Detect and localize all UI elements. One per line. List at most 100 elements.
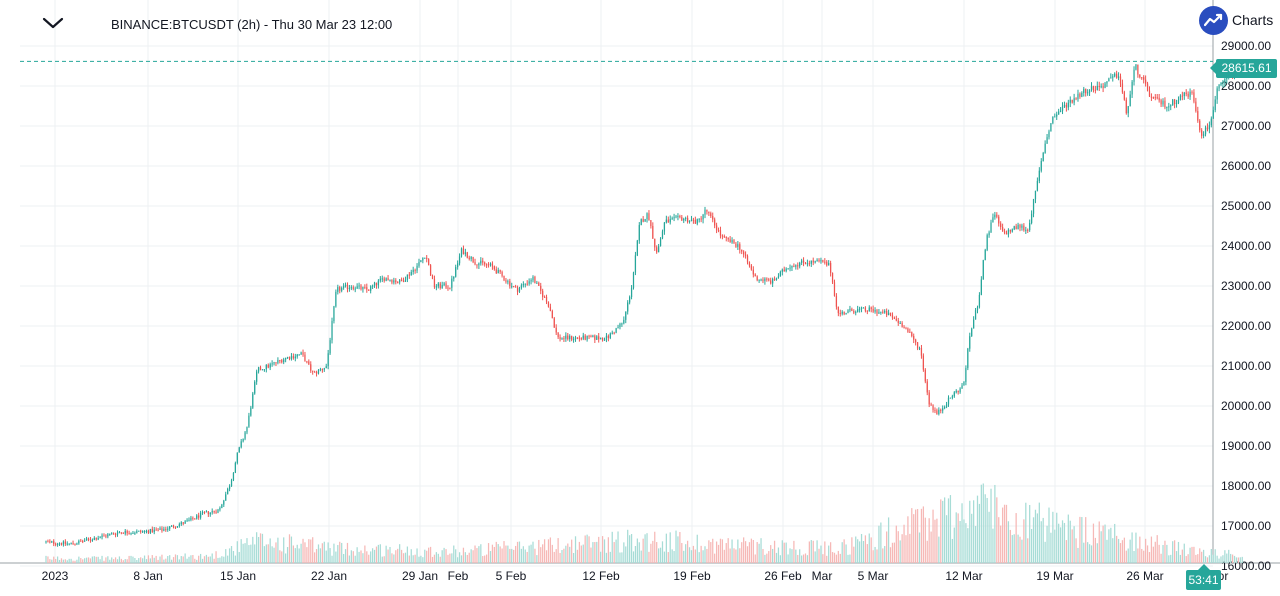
candle-body xyxy=(358,285,360,287)
candle-body xyxy=(161,528,163,531)
chevron-down-icon[interactable] xyxy=(40,12,66,32)
volume-bar xyxy=(930,531,932,563)
candle-body xyxy=(781,269,783,272)
candle-body xyxy=(688,220,691,222)
candle-body xyxy=(313,371,316,373)
volume-bar xyxy=(105,557,107,563)
candle-body xyxy=(302,352,304,355)
candle-body xyxy=(1077,93,1079,100)
candle-body xyxy=(341,287,343,291)
volume-bar xyxy=(690,550,693,563)
candle-body xyxy=(1017,224,1019,230)
candle-body xyxy=(1162,100,1164,105)
volume-bar xyxy=(530,544,532,563)
volume-bar xyxy=(346,542,349,563)
candle-body xyxy=(1206,127,1209,130)
volume-bar xyxy=(122,560,124,563)
volume-bar xyxy=(58,559,61,563)
candle-body xyxy=(652,225,654,239)
volume-bar xyxy=(362,553,364,563)
volume-bar xyxy=(174,554,177,563)
volume-bar xyxy=(458,552,461,563)
volume-bar xyxy=(1102,525,1104,563)
candle-body xyxy=(600,337,602,340)
volume-bar xyxy=(1146,545,1149,563)
candle-body xyxy=(715,225,718,231)
candle-body xyxy=(874,310,876,312)
y-tick-label: 28000.00 xyxy=(1221,79,1271,93)
candle-body xyxy=(327,353,329,367)
candle-body xyxy=(746,255,749,263)
candle-body xyxy=(344,284,347,286)
candle-body xyxy=(621,323,623,325)
volume-bar xyxy=(64,559,66,563)
candle-body xyxy=(1135,64,1137,70)
volume-bar xyxy=(524,549,526,563)
candle-body xyxy=(580,338,582,340)
tradingview-logo[interactable]: Charts xyxy=(1199,4,1280,36)
volume-bar xyxy=(980,484,982,563)
candle-body xyxy=(1027,229,1029,231)
candle-body xyxy=(1197,111,1199,121)
volume-bar xyxy=(924,517,926,563)
volume-bar xyxy=(428,547,430,563)
volume-bar xyxy=(603,539,606,563)
volume-bar xyxy=(609,551,611,563)
candle-body xyxy=(404,279,407,282)
volume-bar xyxy=(882,548,884,563)
candle-body xyxy=(141,531,144,533)
candle-body xyxy=(126,530,128,534)
candle-body xyxy=(487,264,490,266)
volume-bar xyxy=(772,548,774,563)
candle-body xyxy=(80,540,82,542)
candle-body xyxy=(1071,99,1073,103)
volume-bar xyxy=(793,540,795,563)
candle-body xyxy=(281,360,283,363)
candle-body xyxy=(748,262,751,266)
volume-bar xyxy=(578,541,581,563)
volume-bar xyxy=(485,554,488,563)
volume-bar xyxy=(1197,554,1199,563)
candle-body xyxy=(571,336,573,340)
volume-bar xyxy=(1175,551,1178,563)
candle-body xyxy=(163,529,165,531)
candle-body xyxy=(507,281,509,283)
candle-body xyxy=(85,538,88,541)
tradingview-trend-icon xyxy=(1199,5,1228,35)
candle-body xyxy=(526,283,528,285)
candle-body xyxy=(1067,102,1069,108)
candle-body xyxy=(1052,116,1054,124)
volume-bar xyxy=(431,556,434,563)
volume-bar xyxy=(337,545,339,563)
volume-bar xyxy=(151,555,153,563)
candle-body xyxy=(342,285,345,288)
candle-body xyxy=(683,218,685,221)
candle-body xyxy=(1179,95,1182,100)
candle-body xyxy=(789,267,791,269)
volume-bar xyxy=(944,497,946,563)
volume-bar xyxy=(387,549,389,563)
volume-bar xyxy=(833,552,836,563)
volume-bar xyxy=(1069,520,1071,563)
volume-bar xyxy=(1123,537,1125,563)
volume-bar xyxy=(170,559,173,563)
candle-body xyxy=(947,397,950,405)
candle-body xyxy=(1083,88,1085,93)
candle-body xyxy=(441,285,443,288)
volume-bar xyxy=(864,535,867,563)
candle-body xyxy=(431,275,434,279)
candle-body xyxy=(263,369,266,371)
volume-bar xyxy=(810,540,812,563)
candle-body xyxy=(808,263,810,265)
candle-body xyxy=(1029,222,1031,231)
candle-body xyxy=(634,255,637,273)
volume-bar xyxy=(331,555,333,563)
candle-body xyxy=(835,295,838,307)
volume-bar xyxy=(186,558,188,563)
candle-body xyxy=(132,532,134,534)
volume-bar xyxy=(1202,549,1205,563)
candle-body xyxy=(1193,92,1195,102)
volume-bar xyxy=(698,552,700,563)
volume-bar xyxy=(426,550,428,563)
